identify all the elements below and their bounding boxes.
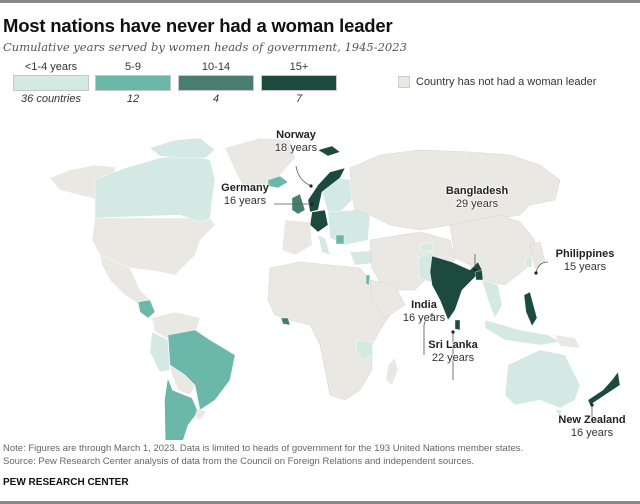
- country-australia: [504, 349, 581, 409]
- chart-subtitle: Cumulative years served by women heads o…: [3, 40, 407, 54]
- country-iceland: [267, 175, 289, 189]
- label-country: India: [411, 299, 437, 311]
- country-korea-japan: [529, 241, 546, 269]
- legend-swatch: [178, 75, 254, 91]
- label-value: 16 years: [402, 312, 446, 324]
- legend-bin-15plus: 15+ 7: [261, 61, 337, 105]
- label-country: Norway: [276, 129, 316, 141]
- brand-logo-text: PEW RESEARCH CENTER: [3, 477, 129, 488]
- note-text: Note: Figures are through March 1, 2023.…: [3, 443, 524, 454]
- legend-no-leader: Country has not had a woman leader: [398, 76, 596, 88]
- legend-bin-1-4: <1-4 years 36 countries: [13, 61, 89, 105]
- label-value: 16 years: [223, 195, 267, 207]
- legend-count: 12: [126, 93, 140, 105]
- legend-count: 4: [212, 93, 220, 105]
- country-tanzania: [355, 339, 374, 361]
- label-new-zealand: New Zealand 16 years: [550, 414, 634, 440]
- legend-count: 36 countries: [21, 93, 81, 105]
- country-uruguay: [194, 407, 207, 421]
- country-png: [554, 334, 581, 349]
- country-france-spain: [281, 219, 313, 256]
- legend-swatch: [13, 75, 89, 91]
- label-bangladesh: Bangladesh 29 years: [437, 185, 517, 211]
- legend-label: <1-4 years: [24, 61, 78, 73]
- middle-east-central-asia: [369, 231, 456, 291]
- label-value: 16 years: [570, 427, 614, 439]
- legend-bin-5-9: 5-9 12: [95, 61, 171, 105]
- country-peru: [149, 331, 171, 373]
- source-text: Source: Pew Research Center analysis of …: [3, 455, 475, 467]
- legend-bin-10-14: 10-14 4: [178, 61, 254, 105]
- country-sri-lanka: [454, 319, 461, 331]
- country-argentina: [169, 389, 199, 440]
- country-tasmania: [554, 409, 563, 417]
- bottom-rule: [0, 501, 640, 504]
- svalbard: [317, 145, 341, 157]
- label-country: Sri Lanka: [428, 339, 478, 351]
- country-kyrgyzstan: [419, 242, 434, 252]
- label-india: India 16 years: [394, 299, 454, 325]
- country-myanmar-thailand: [481, 279, 503, 319]
- label-value: 22 years: [431, 352, 475, 364]
- legend-swatch: [261, 75, 337, 91]
- label-value: 18 years: [274, 142, 318, 154]
- legend-swatch: [95, 75, 171, 91]
- label-country: New Zealand: [558, 414, 626, 426]
- legend-label: 15+: [289, 61, 309, 73]
- label-country: Philippines: [555, 248, 615, 260]
- label-value: 29 years: [455, 198, 499, 210]
- label-value: 15 years: [563, 261, 607, 273]
- label-country: Bangladesh: [445, 185, 509, 197]
- country-bolivia-paraguay: [169, 364, 196, 396]
- country-arabia: [369, 279, 406, 319]
- country-israel: [365, 274, 371, 286]
- legend-label: 5-9: [125, 61, 141, 73]
- country-china: [449, 214, 536, 286]
- country-germany: [309, 209, 329, 233]
- country-philippines: [523, 291, 538, 327]
- country-italy: [317, 234, 331, 256]
- label-germany: Germany 16 years: [215, 182, 275, 208]
- country-serbia: [335, 234, 345, 245]
- country-india: [429, 255, 483, 321]
- legend-label: Country has not had a woman leader: [416, 76, 597, 88]
- legend-swatch: [398, 76, 410, 88]
- central-america: [137, 299, 156, 319]
- chart-title: Most nations have never had a woman lead…: [3, 15, 393, 36]
- country-russia: [349, 149, 561, 231]
- country-bangladesh: [474, 269, 484, 281]
- world-map: [49, 137, 621, 440]
- country-new-zealand: [587, 371, 621, 406]
- label-norway: Norway 18 years: [256, 129, 336, 155]
- canada-islands: [149, 137, 216, 159]
- country-canada: [94, 154, 216, 223]
- country-madagascar: [385, 357, 399, 386]
- legend-label: 10-14: [201, 61, 231, 73]
- country-liberia: [280, 317, 291, 326]
- east-europe: [327, 209, 371, 246]
- legend-count: 7: [295, 93, 303, 105]
- footnote: Note: Figures are through March 1, 2023.…: [3, 443, 523, 468]
- africa: [267, 261, 391, 401]
- top-rule: [0, 0, 640, 3]
- label-philippines: Philippines 15 years: [545, 248, 625, 274]
- label-country: Germany: [221, 182, 269, 194]
- country-chile: [164, 379, 173, 440]
- country-korea: [524, 255, 533, 269]
- label-sri-lanka: Sri Lanka 22 years: [413, 339, 493, 365]
- country-indonesia: [484, 319, 561, 346]
